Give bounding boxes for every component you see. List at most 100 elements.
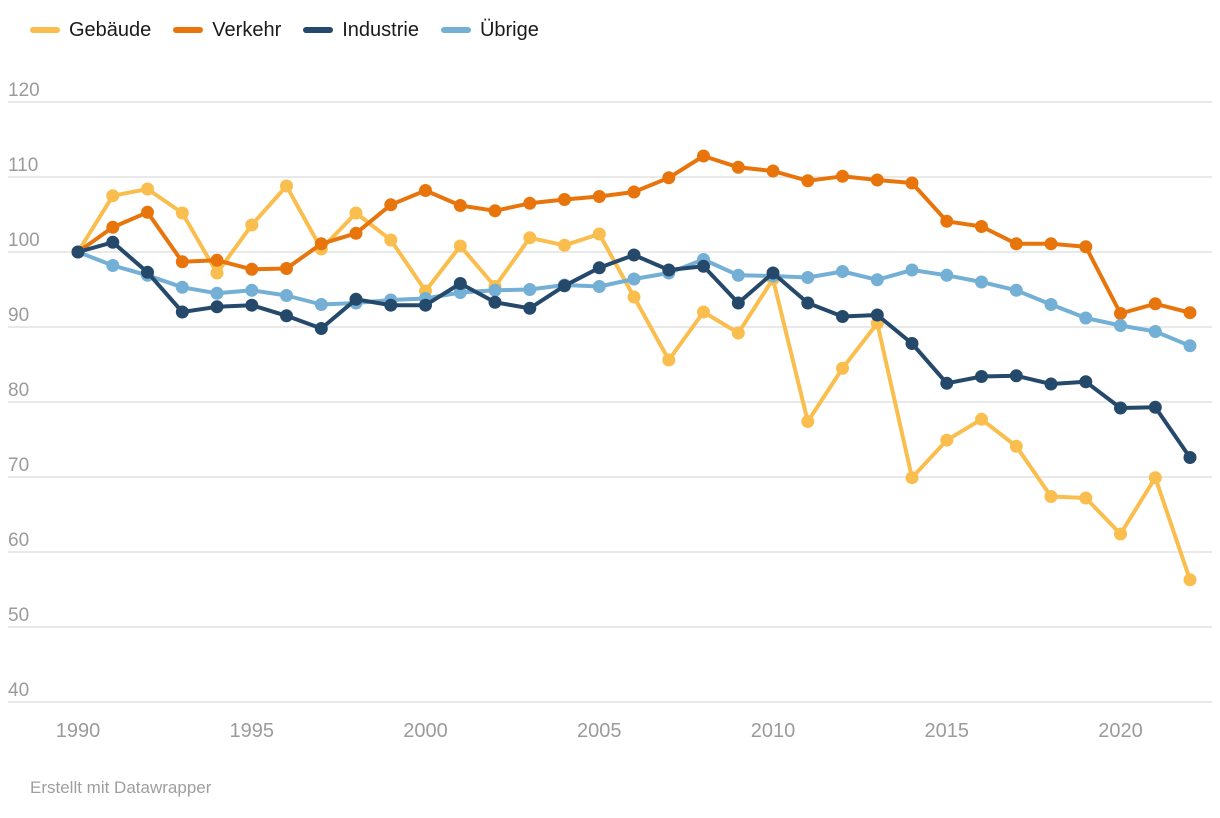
data-point-Industrie-2009[interactable] bbox=[731, 296, 745, 310]
data-point-Industrie-1996[interactable] bbox=[280, 309, 293, 323]
data-point-Verkehr-2008[interactable] bbox=[697, 149, 710, 163]
data-point-Übrige-2018[interactable] bbox=[1044, 298, 1058, 311]
data-point-Verkehr-2011[interactable] bbox=[801, 174, 815, 188]
data-point-Industrie-1991[interactable] bbox=[106, 235, 120, 249]
data-point-Industrie-2007[interactable] bbox=[662, 263, 676, 277]
data-point-Industrie-2011[interactable] bbox=[801, 296, 815, 310]
data-point-Übrige-1996[interactable] bbox=[280, 289, 293, 302]
data-point-Gebäude-1994[interactable] bbox=[210, 266, 224, 280]
data-point-Industrie-2012[interactable] bbox=[836, 310, 849, 323]
data-point-Verkehr-2010[interactable] bbox=[766, 164, 780, 178]
data-point-Verkehr-2013[interactable] bbox=[870, 173, 884, 187]
data-point-Übrige-2022[interactable] bbox=[1183, 339, 1197, 353]
data-point-Industrie-2010[interactable] bbox=[766, 266, 780, 280]
data-point-Industrie-2000[interactable] bbox=[419, 298, 432, 312]
data-point-Gebäude-2003[interactable] bbox=[523, 231, 537, 245]
data-point-Übrige-1993[interactable] bbox=[175, 280, 189, 294]
data-point-Industrie-2021[interactable] bbox=[1148, 400, 1162, 414]
data-point-Industrie-1998[interactable] bbox=[349, 292, 363, 306]
data-point-Übrige-2002[interactable] bbox=[488, 283, 502, 297]
data-point-Verkehr-2000[interactable] bbox=[419, 184, 432, 197]
data-point-Verkehr-2019[interactable] bbox=[1079, 240, 1093, 254]
data-point-Verkehr-1997[interactable] bbox=[314, 237, 328, 251]
data-point-Übrige-1995[interactable] bbox=[245, 283, 259, 297]
data-point-Gebäude-1992[interactable] bbox=[141, 182, 154, 196]
data-point-Industrie-2013[interactable] bbox=[870, 308, 884, 322]
data-point-Industrie-2022[interactable] bbox=[1183, 451, 1197, 464]
data-point-Übrige-2017[interactable] bbox=[1009, 283, 1023, 297]
data-point-Verkehr-1998[interactable] bbox=[349, 226, 363, 240]
data-point-Gebäude-1991[interactable] bbox=[106, 189, 120, 203]
data-point-Gebäude-2009[interactable] bbox=[731, 326, 745, 340]
data-point-Gebäude-2022[interactable] bbox=[1183, 573, 1197, 587]
data-point-Übrige-2013[interactable] bbox=[870, 273, 884, 287]
data-point-Verkehr-2005[interactable] bbox=[592, 190, 606, 203]
data-point-Gebäude-2006[interactable] bbox=[627, 290, 641, 304]
data-point-Industrie-2019[interactable] bbox=[1079, 375, 1093, 389]
data-point-Übrige-2019[interactable] bbox=[1079, 311, 1093, 325]
data-point-Gebäude-2018[interactable] bbox=[1044, 490, 1058, 503]
data-point-Gebäude-2019[interactable] bbox=[1079, 491, 1093, 505]
data-point-Verkehr-1996[interactable] bbox=[280, 262, 293, 275]
data-point-Industrie-2005[interactable] bbox=[592, 261, 606, 275]
data-point-Übrige-2003[interactable] bbox=[523, 283, 537, 296]
data-point-Übrige-2006[interactable] bbox=[627, 272, 641, 286]
data-point-Industrie-1995[interactable] bbox=[245, 298, 259, 312]
data-point-Gebäude-2016[interactable] bbox=[975, 412, 988, 426]
data-point-Verkehr-2003[interactable] bbox=[523, 196, 537, 210]
data-point-Verkehr-2001[interactable] bbox=[453, 199, 467, 212]
data-point-Industrie-2017[interactable] bbox=[1009, 369, 1023, 383]
data-point-Verkehr-2015[interactable] bbox=[940, 214, 954, 228]
data-point-Verkehr-1992[interactable] bbox=[141, 205, 154, 219]
data-point-Industrie-1990[interactable] bbox=[71, 245, 85, 259]
data-point-Gebäude-1996[interactable] bbox=[280, 179, 293, 193]
data-point-Verkehr-1995[interactable] bbox=[245, 262, 259, 276]
data-point-Verkehr-2006[interactable] bbox=[627, 185, 641, 199]
data-point-Gebäude-2004[interactable] bbox=[558, 238, 571, 252]
data-point-Verkehr-1993[interactable] bbox=[175, 255, 189, 269]
data-point-Industrie-1999[interactable] bbox=[384, 298, 398, 312]
data-point-Verkehr-2012[interactable] bbox=[836, 169, 849, 183]
data-point-Industrie-1992[interactable] bbox=[141, 265, 154, 279]
data-point-Verkehr-1991[interactable] bbox=[106, 220, 120, 234]
data-point-Industrie-2016[interactable] bbox=[975, 370, 988, 383]
data-point-Gebäude-2005[interactable] bbox=[592, 227, 606, 241]
data-point-Übrige-2011[interactable] bbox=[801, 271, 815, 284]
data-point-Verkehr-2014[interactable] bbox=[905, 176, 919, 190]
data-point-Übrige-2021[interactable] bbox=[1148, 325, 1162, 338]
data-point-Verkehr-2020[interactable] bbox=[1114, 307, 1127, 320]
data-point-Gebäude-2007[interactable] bbox=[662, 353, 676, 367]
data-point-Gebäude-2011[interactable] bbox=[801, 415, 815, 428]
data-point-Gebäude-1993[interactable] bbox=[175, 206, 189, 220]
data-point-Industrie-1994[interactable] bbox=[210, 300, 224, 314]
data-point-Industrie-2014[interactable] bbox=[905, 337, 919, 350]
data-point-Verkehr-2017[interactable] bbox=[1009, 237, 1023, 251]
data-point-Industrie-1993[interactable] bbox=[175, 305, 189, 319]
data-point-Industrie-2001[interactable] bbox=[453, 277, 467, 290]
data-point-Übrige-2009[interactable] bbox=[731, 268, 745, 282]
data-point-Industrie-2018[interactable] bbox=[1044, 377, 1058, 391]
data-point-Verkehr-2016[interactable] bbox=[975, 220, 988, 233]
data-point-Übrige-2005[interactable] bbox=[592, 280, 606, 293]
data-point-Gebäude-2014[interactable] bbox=[905, 471, 919, 485]
data-point-Verkehr-2004[interactable] bbox=[558, 193, 571, 206]
data-point-Verkehr-2002[interactable] bbox=[488, 204, 502, 218]
data-point-Verkehr-1999[interactable] bbox=[384, 198, 398, 212]
data-point-Übrige-1991[interactable] bbox=[106, 259, 120, 272]
data-point-Industrie-2008[interactable] bbox=[697, 259, 710, 273]
data-point-Gebäude-2020[interactable] bbox=[1114, 527, 1127, 541]
data-point-Gebäude-2001[interactable] bbox=[453, 239, 467, 253]
data-point-Verkehr-2007[interactable] bbox=[662, 171, 676, 185]
data-point-Verkehr-2022[interactable] bbox=[1183, 306, 1197, 320]
data-point-Verkehr-2021[interactable] bbox=[1148, 297, 1162, 311]
data-point-Übrige-2016[interactable] bbox=[975, 275, 988, 289]
data-point-Gebäude-1995[interactable] bbox=[245, 218, 259, 232]
data-point-Verkehr-2009[interactable] bbox=[731, 160, 745, 174]
data-point-Gebäude-1998[interactable] bbox=[349, 206, 363, 220]
data-point-Industrie-2006[interactable] bbox=[627, 248, 641, 262]
data-point-Übrige-2020[interactable] bbox=[1114, 319, 1127, 332]
data-point-Industrie-2002[interactable] bbox=[488, 295, 502, 309]
data-point-Industrie-2020[interactable] bbox=[1114, 401, 1127, 415]
data-point-Gebäude-2012[interactable] bbox=[836, 361, 849, 375]
data-point-Übrige-2015[interactable] bbox=[940, 268, 954, 282]
